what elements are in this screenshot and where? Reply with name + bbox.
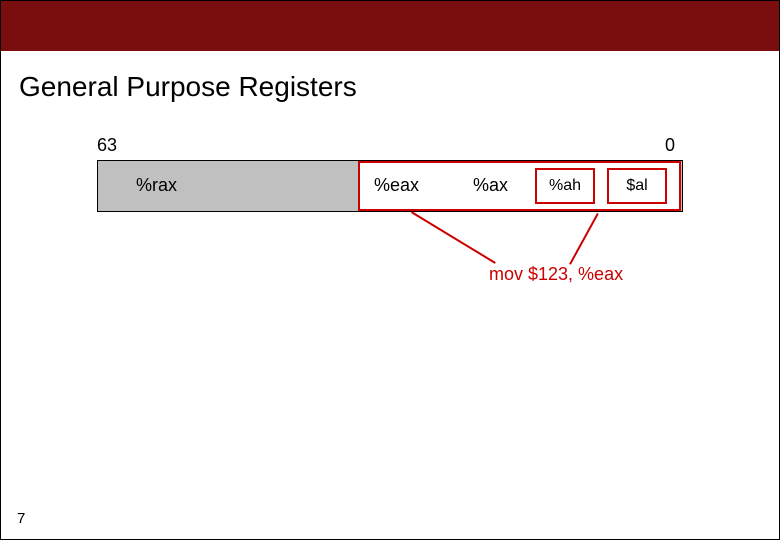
bit-label-low: 0 <box>665 135 675 156</box>
page-number: 7 <box>17 510 25 527</box>
title-bar <box>1 1 779 51</box>
register-ah-label: %ah <box>549 177 581 195</box>
slide-heading: General Purpose Registers <box>19 71 357 103</box>
pointer-line-left <box>411 211 496 264</box>
register-eax-label: %eax <box>374 175 419 196</box>
register-ax-label: %ax <box>473 175 508 196</box>
instruction-text: mov $123, %eax <box>489 264 623 285</box>
register-ah-box: %ah <box>535 168 595 204</box>
bit-label-high: 63 <box>97 135 117 156</box>
pointer-line-right <box>569 213 599 265</box>
slide: General Purpose Registers 63 0 %rax %eax… <box>0 0 780 540</box>
register-rax-label: %rax <box>136 175 177 196</box>
register-al-box: $al <box>607 168 667 204</box>
register-al-label: $al <box>626 177 647 195</box>
